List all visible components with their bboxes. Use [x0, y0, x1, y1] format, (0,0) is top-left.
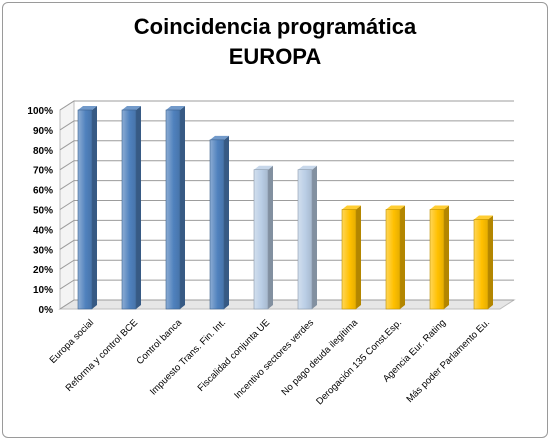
y-tick-label: 70% — [33, 166, 53, 177]
bar-top — [342, 205, 361, 210]
bar — [209, 139, 225, 310]
bar — [473, 219, 489, 310]
bar-side — [92, 106, 97, 309]
y-tick-label: 0% — [39, 305, 54, 316]
bar-side — [180, 106, 185, 309]
bar-top — [122, 106, 141, 110]
gridline — [59, 180, 514, 191]
chart-title-line-2: EUROPA — [228, 44, 322, 69]
bar-side — [356, 205, 361, 309]
gridline — [59, 120, 514, 131]
y-tick-label: 40% — [33, 225, 53, 236]
y-tick-label: 60% — [33, 186, 53, 197]
gridline — [59, 219, 514, 230]
bar-top — [430, 205, 449, 210]
bar-side — [488, 215, 493, 309]
bar-side — [444, 205, 449, 309]
x-tick-label: Europa social — [48, 317, 96, 365]
bar — [253, 169, 269, 310]
y-tick-label: 100% — [27, 106, 53, 117]
gridline — [59, 140, 514, 151]
bar — [429, 209, 445, 310]
bar-side — [224, 135, 229, 309]
x-tick-label: Reforma y control BCE — [64, 317, 140, 393]
gridline — [59, 259, 514, 270]
x-tick-label: Incentivo sectores verdes — [232, 317, 316, 401]
bar-top — [166, 106, 185, 110]
bar — [77, 109, 93, 310]
gridline — [59, 100, 514, 111]
gridline — [59, 160, 514, 171]
gridline — [59, 299, 514, 310]
bar — [385, 209, 401, 310]
y-tick-label: 90% — [33, 126, 53, 137]
x-tick-label: Impuesto Trans. Fin. Int. — [148, 317, 228, 397]
bar-side — [400, 205, 405, 309]
x-tick-label: Más poder Parlamento Eu. — [404, 317, 492, 405]
x-tick-label: Fiscalidad conjunta UE — [196, 317, 272, 393]
gridline — [59, 200, 514, 210]
bar-top — [298, 165, 317, 170]
gridline — [59, 239, 514, 250]
y-tick-label: 50% — [33, 206, 53, 217]
chart-title-line-1: Coincidencia programática — [133, 14, 417, 39]
bar-side — [136, 106, 141, 309]
gridline — [59, 279, 514, 290]
bar-top — [78, 106, 97, 110]
bar-top — [210, 135, 229, 140]
bar-side — [312, 165, 317, 309]
bar — [165, 109, 181, 310]
bar — [297, 169, 313, 310]
x-tick-label: No pago deuda ilegítima — [280, 317, 361, 398]
bar-top — [254, 165, 273, 170]
y-tick-label: 30% — [33, 245, 53, 256]
y-tick-label: 20% — [33, 265, 53, 276]
y-tick-label: 10% — [33, 285, 53, 296]
bar-top — [386, 205, 405, 210]
bar-side — [268, 165, 273, 309]
bar — [121, 109, 137, 310]
bar — [341, 209, 357, 310]
x-tick-label: Derogación 135 Const.Esp. — [314, 317, 404, 407]
y-tick-label: 80% — [33, 146, 53, 157]
bar-top — [474, 215, 493, 220]
